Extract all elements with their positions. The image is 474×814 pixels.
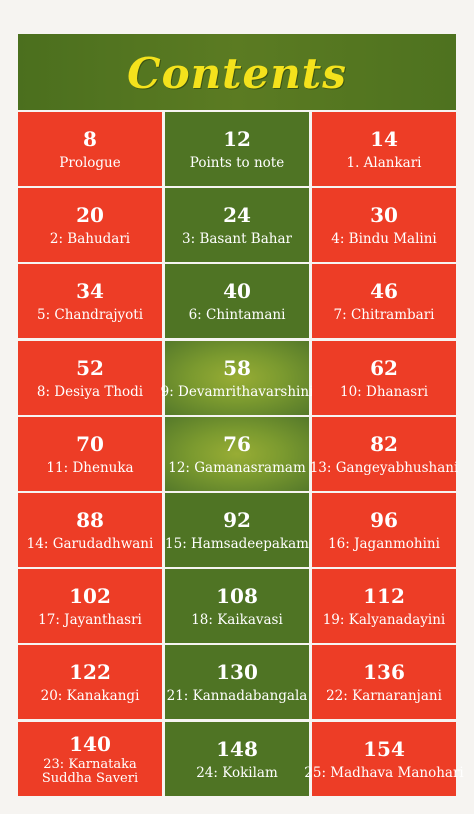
entry-page-number: 82 [370,431,398,456]
contents-entry[interactable]: 82 13: Gangeyabhushani [309,416,459,491]
entry-page-number: 34 [76,279,104,304]
entry-title: 5: Chandrajyoti [36,307,144,324]
entry-page-number: 70 [76,431,104,456]
contents-entry[interactable]: 46 7: Chitrambari [312,264,456,339]
contents-entry[interactable]: 76 12: Gamanasramam [165,416,309,491]
entry-page-number: 30 [370,203,398,228]
contents-entry[interactable]: 88 14: Garudadhwani [18,493,162,567]
entry-page-number: 136 [363,660,405,685]
contents-entry[interactable]: 148 24: Kokilam [165,721,309,796]
entry-page-number: 12 [223,127,251,151]
contents-title: Contents [127,48,347,98]
contents-entry[interactable]: 58 9: Devamrithavarshini [161,340,313,415]
contents-entry[interactable]: 112 19: Kalyanadayini [312,569,456,644]
entry-page-number: 14 [370,127,398,151]
entry-title: 20: Kanakangi [40,688,140,705]
entry-title: 15: Hamsadeepakam [165,536,309,552]
entry-page-number: 24 [223,203,251,228]
contents-entry[interactable]: 12 Points to note [165,112,309,186]
entry-page-number: 140 [69,731,111,756]
entry-title: 16: Jaganmohini [328,536,440,552]
contents-row: 88 14: Garudadhwani 92 15: Hamsadeepakam 96 1… [18,493,456,567]
contents-entry[interactable]: 62 10: Dhanasri [312,340,456,415]
entry-title: Prologue [59,155,121,171]
contents-row: 122 20: Kanakangi 130 21: Kannadabangala 136… [18,645,456,720]
contents-entry[interactable]: 40 6: Chintamani [165,264,309,339]
entry-page-number: 20 [76,203,104,228]
contents-entry[interactable]: 122 20: Kanakangi [18,645,162,720]
entry-page-number: 154 [363,736,405,761]
entry-title: 23: Karnataka Suddha Saveri [41,756,139,786]
entry-title: 24: Kokilam [196,764,278,781]
contents-entry[interactable]: 154 25: Madhava Manohari [304,721,464,796]
entry-page-number: 122 [69,660,111,685]
contents-entry[interactable]: 14 1. Alankari [312,112,456,186]
entry-title: 6: Chintamani [188,307,286,324]
entry-title: 3: Basant Bahar [182,231,292,248]
entry-page-number: 88 [76,508,104,532]
contents-page: Contents 8 Prologue 12 Points to note 14 1. A… [18,34,464,796]
entry-title: 17: Jayanthasri [38,612,142,629]
entry-title: 4: Bindu Malini [331,231,437,248]
entry-title: 22: Karnaranjani [326,688,442,705]
contents-entry[interactable]: 136 22: Karnaranjani [312,645,456,720]
entry-page-number: 102 [69,584,111,609]
entry-title: 21: Kannadabangala [166,688,308,705]
entry-title: 8: Desiya Thodi [36,383,144,400]
entry-page-number: 40 [223,279,251,304]
contents-entry[interactable]: 24 3: Basant Bahar [165,188,309,263]
entry-page-number: 8 [83,127,97,151]
contents-entry[interactable]: 130 21: Kannadabangala [165,645,309,720]
entry-page-number: 108 [216,584,258,609]
entry-page-number: 46 [370,279,398,304]
contents-row: 20 2: Bahudari 24 3: Basant Bahar 30 4: Bindu… [18,188,456,263]
contents-row: 52 8: Desiya Thodi 58 9: Devamrithavarshini… [18,340,456,415]
entry-title: 2: Bahudari [49,231,131,248]
contents-row: 70 11: Dhenuka 76 12: Gamanasramam 82 13: Gan… [18,416,459,491]
contents-row: 8 Prologue 12 Points to note 14 1. Alankari [18,112,456,186]
entry-title: 12: Gamanasramam [168,459,306,476]
entry-page-number: 96 [370,508,398,532]
entry-title: 18: Kaikavasi [191,612,283,629]
entry-page-number: 130 [216,660,258,685]
entry-title: 14: Garudadhwani [26,536,154,552]
entry-page-number: 58 [223,355,251,380]
contents-entry[interactable]: 30 4: Bindu Malini [312,188,456,263]
contents-entry[interactable]: 8 Prologue [18,112,162,186]
entry-title: 10: Dhanasri [339,383,429,400]
entry-title: 25: Madhava Manohari [304,764,464,781]
entry-title: 7: Chitrambari [333,307,435,324]
entry-page-number: 52 [76,355,104,380]
contents-header: Contents [18,34,456,110]
contents-entry[interactable]: 52 8: Desiya Thodi [18,340,162,415]
contents-entry[interactable]: 20 2: Bahudari [18,188,162,263]
contents-entry[interactable]: 108 18: Kaikavasi [165,569,309,644]
contents-row: 140 23: Karnataka Suddha Saveri 148 24: Kok… [18,721,464,796]
entry-page-number: 76 [223,431,251,456]
entry-title: 13: Gangeyabhushani [309,459,459,476]
entry-title: 1. Alankari [346,155,422,171]
contents-entry[interactable]: 92 15: Hamsadeepakam [165,493,309,567]
contents-entry[interactable]: 70 11: Dhenuka [18,416,162,491]
entry-page-number: 92 [223,508,251,532]
entry-title: 19: Kalyanadayini [322,612,446,629]
contents-entry[interactable]: 102 17: Jayanthasri [18,569,162,644]
contents-row: 34 5: Chandrajyoti 40 6: Chintamani 46 7: Chi… [18,264,456,339]
entry-page-number: 112 [363,584,405,609]
contents-entry[interactable]: 140 23: Karnataka Suddha Saveri [18,721,162,796]
entry-title: 9: Devamrithavarshini [160,383,314,400]
contents-row: 102 17: Jayanthasri 108 18: Kaikavasi 112 19:… [18,569,456,644]
entry-page-number: 148 [216,736,258,761]
contents-entry[interactable]: 34 5: Chandrajyoti [18,264,162,339]
entry-page-number: 62 [370,355,398,380]
entry-title: Points to note [189,155,285,171]
contents-entry[interactable]: 96 16: Jaganmohini [312,493,456,567]
entry-title: 11: Dhenuka [46,459,134,476]
